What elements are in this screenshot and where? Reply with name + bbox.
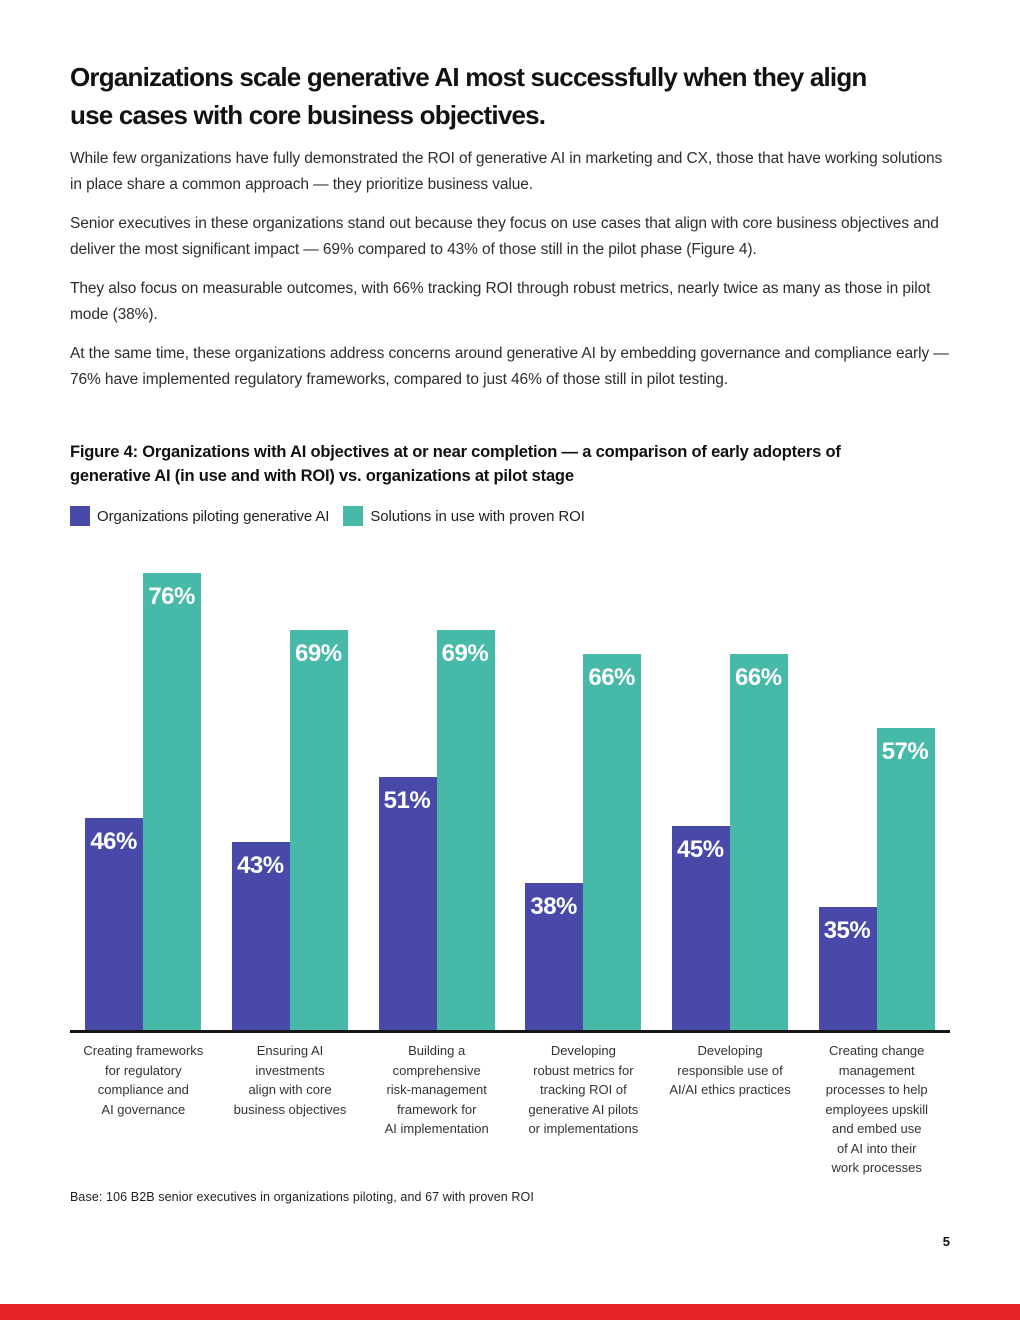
figure-caption: Figure 4: Organizations with AI objectiv… (70, 443, 841, 485)
bar-value-label: 66% (588, 664, 635, 691)
category-label: Building a comprehensive risk-management… (384, 1043, 489, 1136)
bar-pilot: 46% (85, 818, 144, 1030)
bar-group: 35% 57% (803, 728, 950, 1030)
bar-value-label: 35% (823, 917, 871, 944)
base-note: Base: 106 B2B senior executives in organ… (70, 1190, 534, 1204)
category-label: Developing robust metrics for tracking R… (528, 1043, 639, 1136)
paragraph: They also focus on measurable outcomes, … (70, 280, 931, 323)
legend-item-roi: Solutions in use with proven ROI (343, 506, 585, 526)
footer-red-bar (0, 1304, 1020, 1320)
page-title: Organizations scale generative AI most s… (70, 62, 867, 130)
bar-chart: 46% 76% 43% 69% 51% 69% 38% 66% 45% 66% 35% 57% (70, 540, 950, 1030)
bar-value-label: 57% (881, 738, 929, 765)
bar-pilot: 43% (232, 842, 290, 1030)
legend-swatch-pilot (70, 506, 90, 526)
bar-value-label: 66% (735, 664, 782, 691)
legend-label-roi: Solutions in use with proven ROI (370, 507, 585, 525)
page-number: 5 (942, 1234, 950, 1249)
bar-value-label: 69% (441, 640, 489, 667)
bar-value-label: 38% (530, 893, 577, 920)
legend-item-pilot: Organizations piloting generative AI (70, 506, 329, 526)
category-label: Creating change management processes to … (825, 1043, 928, 1175)
legend-label-pilot: Organizations piloting generative AI (97, 507, 330, 525)
intro-text: While few organizations have fully demon… (70, 146, 954, 406)
paragraph: At the same time, these organizations ad… (70, 345, 949, 388)
bar-group: 46% 76% (70, 573, 217, 1030)
category-labels: Creating frameworks for regulatory compl… (70, 1041, 950, 1178)
bar-roi: 66% (730, 654, 789, 1030)
bar-group: 51% 69% (363, 630, 510, 1030)
bar-value-label: 76% (148, 583, 195, 610)
bar-roi: 69% (436, 630, 495, 1030)
bar-roi: 76% (143, 573, 202, 1030)
category-label: Developing responsible use of AI/AI ethi… (669, 1043, 791, 1097)
bar-pilot: 38% (525, 883, 584, 1030)
bar-group: 45% 66% (657, 654, 804, 1030)
bar-pilot: 51% (378, 777, 437, 1030)
bar-pilot: 35% (818, 907, 877, 1030)
bar-group: 38% 66% (510, 654, 657, 1030)
bar-pilot: 45% (672, 826, 731, 1030)
category-label: Ensuring AI investments align with core … (233, 1043, 347, 1117)
bar-value-label: 51% (383, 787, 431, 814)
category-label: Creating frameworks for regulatory compl… (83, 1043, 204, 1117)
bar-value-label: 69% (295, 640, 342, 667)
legend-swatch-roi (343, 506, 364, 526)
bar-value-label: 45% (677, 836, 724, 863)
paragraph: While few organizations have fully demon… (70, 150, 943, 193)
bar-value-label: 46% (90, 828, 137, 855)
bar-roi: 57% (876, 728, 935, 1030)
bar-group: 43% 69% (217, 630, 364, 1030)
bar-roi: 66% (583, 654, 642, 1030)
chart-legend: Organizations piloting generative AI Sol… (70, 506, 585, 526)
paragraph: Senior executives in these organizations… (70, 215, 939, 258)
x-axis-line (70, 1030, 950, 1033)
bar-roi: 69% (290, 630, 348, 1030)
bar-value-label: 43% (237, 852, 284, 879)
